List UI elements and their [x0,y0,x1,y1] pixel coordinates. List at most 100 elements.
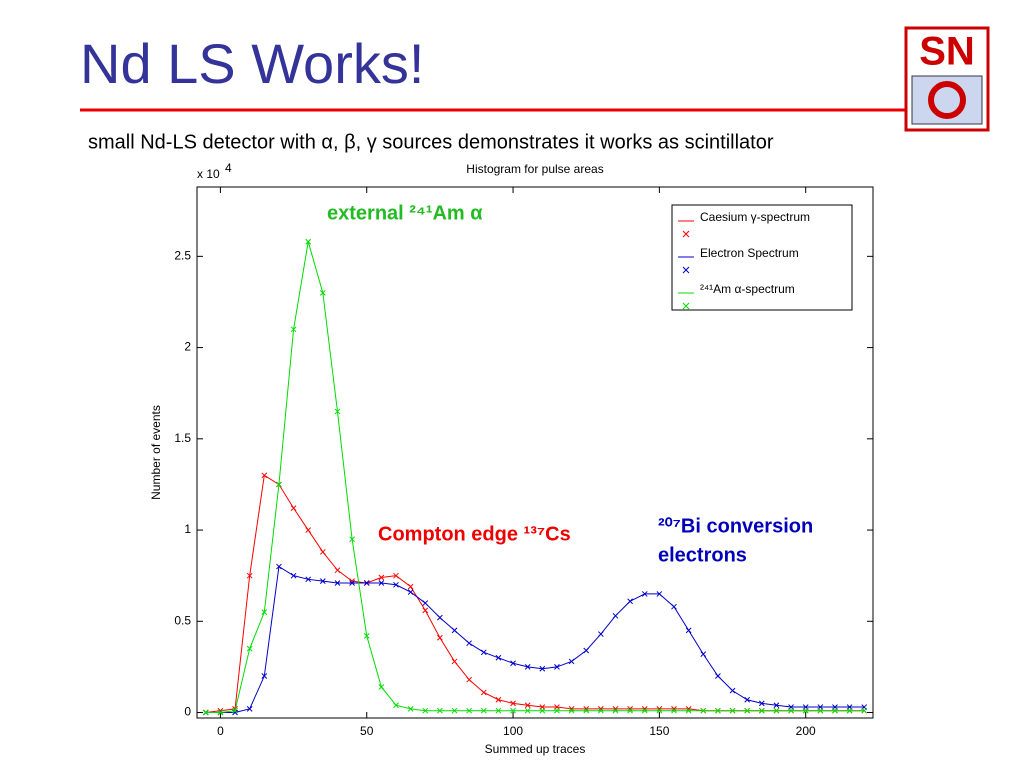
point-marker [232,707,238,714]
legend-marker [682,302,690,310]
point-marker [656,591,663,597]
point-marker [758,707,765,714]
point-marker [480,649,487,656]
point-marker [363,633,370,639]
point-marker [495,696,502,703]
point-marker [378,574,385,581]
point-marker [627,707,633,714]
point-marker [597,631,604,637]
x-axis-label: Summed up traces [485,742,586,756]
point-marker [319,578,326,584]
point-marker [495,707,502,714]
legend-box [671,204,853,311]
point-marker [393,702,399,709]
point-marker [715,707,721,714]
x-tick-label: 150 [649,724,669,738]
x-tick-label: 50 [360,724,374,738]
point-marker [524,707,531,714]
point-marker [568,707,575,714]
point-marker [539,707,546,714]
chart-title: Histogram for pulse areas [466,162,603,176]
series-line [205,241,865,714]
point-marker [700,651,707,657]
y-multiplier: x 10 [197,167,220,181]
point-marker [393,572,399,579]
y-tick-label: 0.5 [174,613,191,627]
point-marker [861,707,868,714]
point-marker [451,707,458,714]
point-marker [407,589,414,595]
annotation: electrons [658,544,747,566]
point-marker [334,567,341,574]
point-marker [261,609,268,616]
point-marker [597,707,604,714]
annotation: external ²⁴¹Am α [327,202,483,224]
point-marker [466,676,473,683]
point-marker [671,603,677,610]
point-marker [641,591,648,597]
point-marker [422,600,429,606]
series-line [205,565,865,714]
point-marker [276,481,282,488]
point-marker [524,664,531,670]
point-marker [568,658,575,665]
point-marker [480,689,487,696]
slide-title: Nd LS Works! [80,32,424,95]
point-marker [495,654,502,661]
point-marker [246,572,253,579]
logo-text: SN [919,30,975,74]
series [202,238,868,716]
legend-label: Electron Spectrum [700,246,799,260]
point-marker [349,536,355,543]
point-marker [407,583,414,590]
point-marker [715,673,721,679]
legend-label: ²⁴¹Am α-spectrum [700,282,795,296]
point-marker [466,707,473,714]
point-marker [583,707,590,714]
point-marker [554,664,560,670]
point-marker [437,614,443,621]
y-tick-label: 2.5 [174,249,191,263]
point-marker [802,707,809,714]
point-marker [846,707,853,714]
point-marker [583,647,590,654]
point-marker [202,709,209,716]
point-marker [758,700,765,707]
point-marker [246,645,253,652]
point-marker [627,598,633,605]
point-marker [685,627,692,634]
legend-marker [682,266,690,274]
annotation: ²⁰⁷Bi conversion [658,515,813,537]
y-tick-label: 0 [184,705,191,719]
point-marker [729,687,736,694]
point-marker [832,707,838,714]
point-marker [817,707,824,714]
point-marker [466,640,473,647]
point-marker [524,702,531,709]
x-tick-label: 100 [503,724,523,738]
x-tick-label: 0 [217,724,224,738]
point-marker [290,572,297,579]
y-tick-label: 1 [184,522,191,536]
point-marker [437,707,443,714]
point-marker [407,706,414,712]
point-marker [217,709,224,716]
point-marker [480,707,487,714]
point-marker [729,707,736,714]
point-marker [393,581,399,588]
legend-label: Caesium γ-spectrum [700,210,810,224]
point-marker [539,665,546,672]
logo-ring [928,81,966,119]
point-marker [334,408,341,415]
point-marker [261,472,268,479]
point-marker [349,580,355,586]
y-tick-label: 2 [184,340,191,354]
point-marker [612,707,619,714]
point-marker [422,607,429,614]
point-marker [510,707,516,714]
point-marker [422,707,429,714]
logo: SN [904,26,990,132]
point-marker [437,634,443,641]
